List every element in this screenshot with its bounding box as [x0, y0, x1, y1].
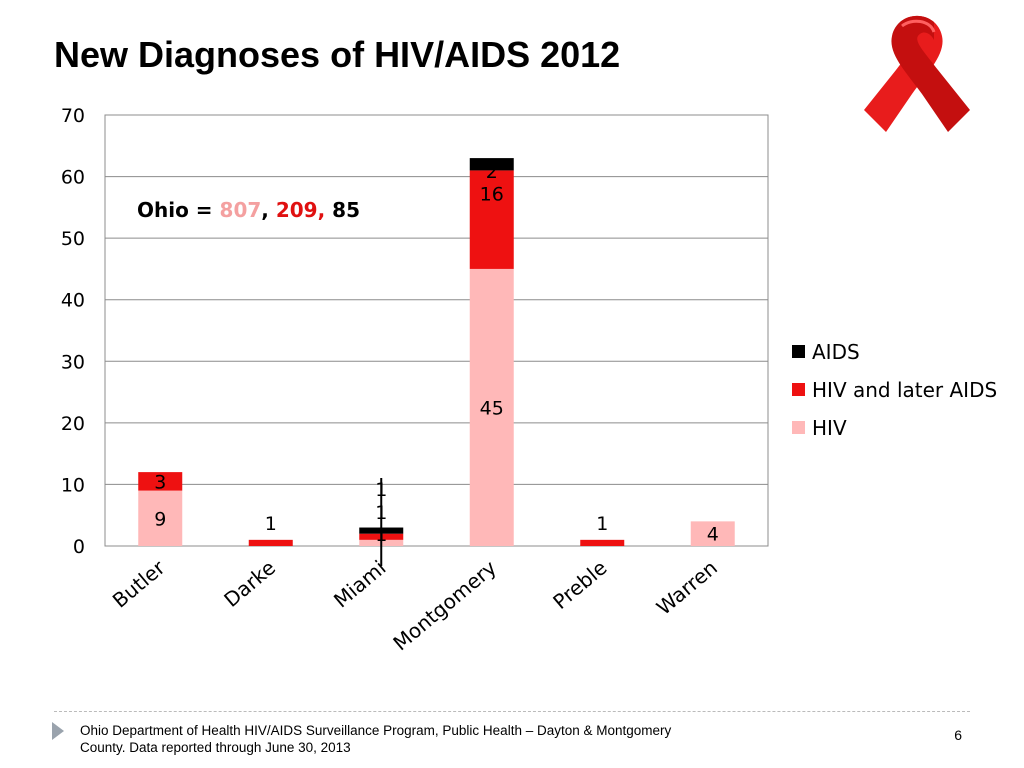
legend-entry: AIDS [812, 340, 860, 364]
category-label: Montgomery [388, 555, 501, 655]
red-ribbon-icon [864, 15, 970, 132]
legend-swatch [792, 421, 805, 434]
y-tick-label: 70 [61, 105, 85, 127]
y-tick-label: 20 [61, 413, 85, 435]
bar-segment [248, 539, 293, 546]
legend-entry: HIV [812, 416, 847, 440]
data-label: 1 [375, 502, 387, 524]
footer-source: Ohio Department of Health HIV/AIDS Surve… [80, 723, 672, 755]
bar-segment [580, 539, 625, 546]
ohio-totals-annotation: Ohio = 807, 209, 85 [137, 198, 360, 222]
data-label: 1 [265, 513, 277, 535]
legend-entry: HIV and later AIDS [812, 378, 997, 402]
page-number: 6 [954, 727, 962, 743]
y-tick-label: 60 [61, 167, 85, 189]
plot-area-border [104, 114, 769, 547]
footer-arrow-icon [52, 722, 64, 740]
category-label: Darke [219, 555, 280, 611]
y-tick-label: 10 [61, 474, 85, 496]
data-label: 45 [480, 397, 504, 419]
legend-swatch [792, 383, 805, 396]
slide-title: New Diagnoses of HIV/AIDS 2012 [54, 34, 621, 75]
data-label: 1 [375, 479, 387, 501]
legend-swatch [792, 345, 805, 358]
category-label: Warren [652, 555, 722, 619]
data-label: 2 [486, 161, 498, 183]
category-label: Preble [548, 555, 611, 613]
bar-segment [690, 521, 735, 546]
data-label: 3 [154, 471, 166, 493]
bar-segment [469, 268, 514, 546]
data-label: 16 [480, 183, 504, 205]
bar-segment [138, 472, 183, 491]
bar-segment [138, 490, 183, 546]
data-label: 1 [375, 524, 387, 546]
y-tick-label: 50 [61, 228, 85, 250]
bar-segment [469, 170, 514, 269]
y-tick-label: 0 [73, 536, 85, 558]
y-tick-label: 30 [61, 351, 85, 373]
data-label: 1 [596, 513, 608, 535]
category-label: Butler [108, 555, 170, 613]
footer-divider [54, 711, 970, 712]
y-tick-label: 40 [61, 290, 85, 312]
data-label: 4 [707, 524, 719, 546]
bar-segment [469, 158, 514, 171]
data-label: 9 [154, 508, 166, 530]
